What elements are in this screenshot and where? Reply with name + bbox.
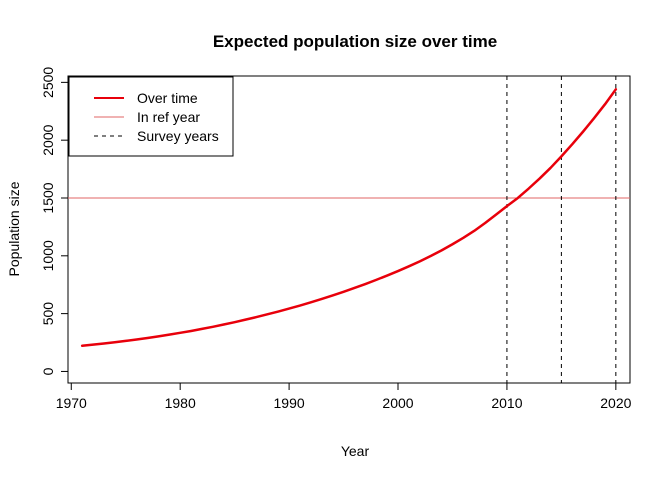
x-axis: 1970 1980 1990 2000 2010 2020 xyxy=(56,382,632,411)
legend-label: In ref year xyxy=(137,109,200,125)
x-tick-label: 2000 xyxy=(382,395,413,411)
chart-title: Expected population size over time xyxy=(213,32,497,51)
x-tick-label: 2010 xyxy=(491,395,522,411)
x-tick-label: 2020 xyxy=(600,395,631,411)
y-tick-label: 1500 xyxy=(40,182,56,213)
y-axis: 0 500 1000 1500 2000 2500 xyxy=(40,67,69,375)
x-tick-label: 1990 xyxy=(274,395,305,411)
series-line xyxy=(80,88,618,348)
reference-lines xyxy=(68,76,630,383)
legend-label: Survey years xyxy=(137,128,219,144)
legend-label: Over time xyxy=(137,90,198,106)
series-layer xyxy=(80,88,618,348)
legend: Over time In ref year Survey years xyxy=(68,76,234,157)
y-tick-label: 1000 xyxy=(40,240,56,271)
x-axis-label: Year xyxy=(341,443,370,459)
y-axis-label: Population size xyxy=(6,181,22,276)
x-tick-label: 1970 xyxy=(56,395,87,411)
y-tick-label: 2000 xyxy=(40,124,56,155)
y-tick-label: 2500 xyxy=(40,67,56,98)
y-tick-label: 500 xyxy=(40,302,56,326)
y-tick-label: 0 xyxy=(40,367,56,375)
x-tick-label: 1980 xyxy=(165,395,196,411)
